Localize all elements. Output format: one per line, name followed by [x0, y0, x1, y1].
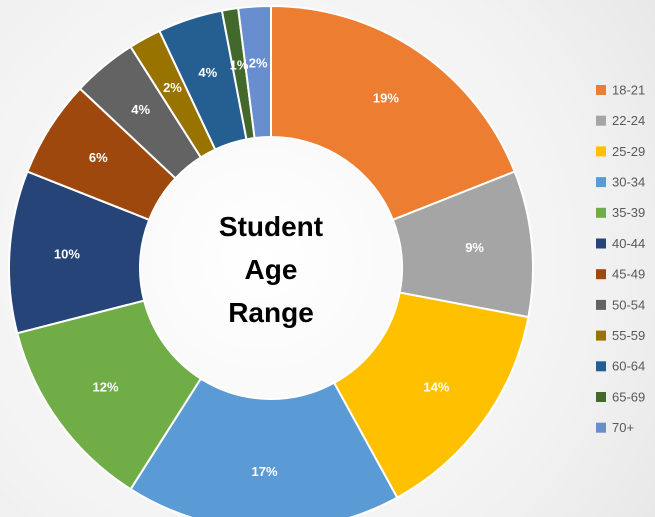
- legend-label: 55-59: [612, 328, 645, 343]
- value-label: 2%: [249, 55, 268, 70]
- value-label: 4%: [198, 65, 217, 80]
- legend-label: 70+: [612, 420, 634, 435]
- legend-swatch: [596, 207, 606, 218]
- legend-swatch: [596, 177, 606, 188]
- legend-label: 18-21: [612, 82, 645, 97]
- legend-label: 65-69: [612, 389, 645, 404]
- value-label: 17%: [252, 464, 278, 479]
- value-label: 2%: [163, 80, 182, 95]
- value-label: 10%: [54, 247, 80, 262]
- value-label: 1%: [230, 57, 249, 72]
- donut-slice: [332, 291, 530, 499]
- value-label: 9%: [465, 240, 484, 255]
- legend-label: 35-39: [612, 205, 645, 220]
- value-label: 19%: [373, 90, 399, 105]
- legend-swatch: [596, 299, 606, 310]
- legend-swatch: [596, 392, 606, 402]
- value-label: 14%: [423, 380, 449, 395]
- donut-slice: [129, 377, 399, 517]
- legend-swatch: [596, 238, 606, 249]
- legend-label: 50-54: [612, 297, 645, 312]
- legend-swatch: [596, 422, 606, 433]
- legend-label: 30-34: [612, 175, 645, 190]
- legend-swatch: [596, 330, 606, 341]
- legend-swatch: [596, 269, 606, 280]
- legend-swatch: [596, 146, 606, 157]
- legend-label: 22-24: [612, 113, 645, 128]
- value-label: 4%: [131, 102, 150, 117]
- value-label: 12%: [93, 380, 119, 395]
- legend-swatch: [596, 85, 606, 95]
- legend-label: 45-49: [612, 267, 645, 282]
- legend-label: 25-29: [612, 144, 645, 159]
- chart-title: Student Age Range: [218, 211, 324, 328]
- legend-label: 40-44: [612, 236, 645, 251]
- legend-label: 60-64: [612, 359, 645, 374]
- donut-slice: [237, 4, 272, 140]
- legend-swatch: [596, 115, 606, 126]
- value-label: 6%: [89, 150, 108, 165]
- legend-swatch: [596, 361, 606, 372]
- donut-slice: [270, 4, 516, 222]
